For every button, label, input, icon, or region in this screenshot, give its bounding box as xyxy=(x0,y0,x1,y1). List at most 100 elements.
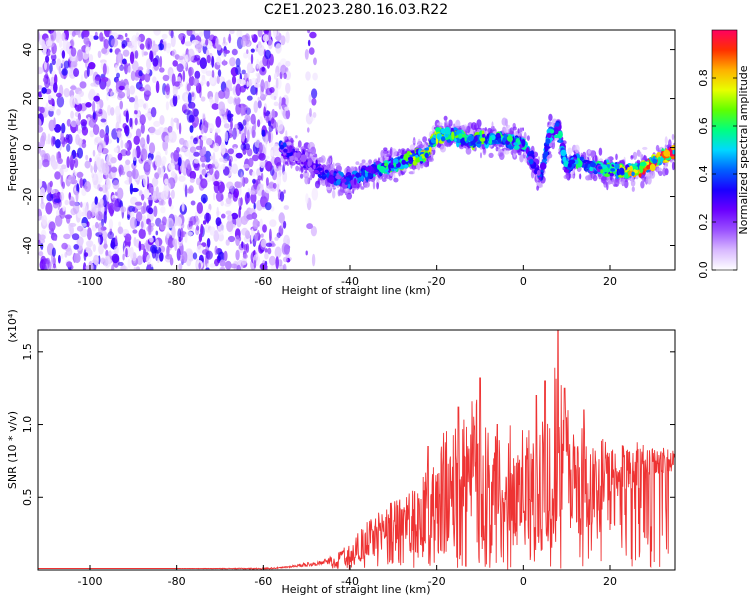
spectral-halo-blob xyxy=(509,127,515,135)
spectral-noise-blob xyxy=(120,35,124,42)
spectral-noise-blob xyxy=(133,236,137,247)
spectral-noise-blob xyxy=(228,128,233,137)
spectral-noise-blob xyxy=(255,72,260,77)
spectral-noise-blob xyxy=(99,187,103,192)
spectral-noise-blob xyxy=(170,117,174,129)
spectral-noise-blob xyxy=(250,113,256,125)
spectral-noise-blob xyxy=(144,90,152,97)
spectral-noise-blob xyxy=(81,142,87,149)
spectral-noise-blob xyxy=(53,198,61,203)
spectral-noise-blob xyxy=(140,123,145,134)
spectral-noise-blob xyxy=(138,228,146,239)
spectral-noise-blob xyxy=(283,205,289,210)
spectral-noise-blob xyxy=(258,153,266,161)
snr-y-label: SNR (10 * v/v) xyxy=(6,411,19,489)
spectral-noise-blob xyxy=(51,160,58,170)
spectral-noise-blob xyxy=(56,92,62,98)
spectral-halo-blob xyxy=(412,140,416,144)
spectral-noise-blob xyxy=(201,163,206,168)
spectral-noise-blob xyxy=(278,212,285,224)
spectral-noise-blob xyxy=(278,96,282,105)
spectral-ridge-blob xyxy=(384,162,388,167)
spectral-noise-blob xyxy=(251,34,255,39)
spectral-noise-blob xyxy=(62,181,65,189)
spectral-halo-blob xyxy=(418,144,424,149)
colorbar-tick-label: 0.6 xyxy=(697,117,710,135)
colorbar-tick-label: 0.8 xyxy=(697,69,710,87)
spectral-ridge-blob xyxy=(365,171,368,178)
spectral-noise-blob xyxy=(282,220,287,229)
spectral-noise-blob xyxy=(179,137,185,145)
spectral-noise-blob xyxy=(205,38,209,46)
spectral-noise-blob xyxy=(219,267,226,270)
spectral-halo-blob xyxy=(598,147,603,156)
spectral-noise-blob xyxy=(273,101,279,107)
spectral-noise-blob xyxy=(84,181,91,193)
spectral-halo-blob xyxy=(308,148,313,152)
spectral-noise-blob xyxy=(143,174,148,187)
snr-y-axis: 0.51.01.5 xyxy=(21,343,675,506)
spectral-noise-blob xyxy=(195,41,203,53)
spectral-noise-blob xyxy=(129,85,136,95)
spectral-halo-blob xyxy=(491,121,494,128)
spectral-noise-blob xyxy=(243,244,248,251)
spectral-noise-blob xyxy=(312,72,318,81)
spectral-noise-blob xyxy=(130,211,135,217)
spectral-halo-blob xyxy=(380,149,385,158)
spectral-ridge-blob xyxy=(467,135,474,142)
spectral-noise-blob xyxy=(209,263,216,268)
spectral-noise-blob xyxy=(52,263,57,269)
spectral-noise-blob xyxy=(280,219,284,229)
spectral-noise-blob xyxy=(238,207,241,218)
spectral-noise-blob xyxy=(99,32,104,42)
spectral-noise-blob xyxy=(157,257,160,263)
spectral-noise-blob xyxy=(56,209,60,217)
spectral-ridge-blob xyxy=(480,137,486,142)
spectral-noise-blob xyxy=(127,258,131,269)
spectral-noise-blob xyxy=(124,233,132,243)
spectral-ridge-blob xyxy=(568,159,576,165)
spectral-ridge-blob xyxy=(377,164,381,170)
spectral-noise-blob xyxy=(178,122,182,135)
spectral-noise-blob xyxy=(75,190,79,202)
spectral-noise-blob xyxy=(212,142,220,153)
spectral-ridge-blob xyxy=(562,156,567,163)
spectral-noise-blob xyxy=(206,263,210,268)
spectral-noise-blob xyxy=(143,188,150,199)
spectral-noise-blob xyxy=(139,137,146,149)
spectral-noise-blob xyxy=(228,155,233,163)
spectral-halo-blob xyxy=(309,153,313,157)
spectral-halo-blob xyxy=(360,186,365,190)
spectral-noise-blob xyxy=(214,91,219,105)
spectral-noise-blob xyxy=(223,36,226,44)
spectral-halo-blob xyxy=(503,150,510,155)
spectral-ridge-blob xyxy=(464,136,467,142)
spectral-noise-blob xyxy=(206,81,210,87)
spectral-noise-blob xyxy=(116,187,124,200)
spectral-noise-blob xyxy=(39,234,46,241)
spectral-noise-blob xyxy=(89,157,92,163)
spectral-noise-blob xyxy=(49,191,52,201)
spectral-noise-blob xyxy=(238,127,242,135)
spectral-noise-blob xyxy=(229,57,236,67)
spectrogram-y-label: Frequency (Hz) xyxy=(6,109,19,192)
spectral-noise-blob xyxy=(204,212,212,222)
spectral-ridge-blob xyxy=(428,144,434,148)
spectral-halo-blob xyxy=(656,167,662,172)
spectral-noise-blob xyxy=(60,131,64,143)
spectral-noise-blob xyxy=(181,251,188,264)
spectral-ridge-blob xyxy=(401,159,407,165)
spectral-halo-blob xyxy=(548,113,553,121)
spectral-noise-blob xyxy=(285,109,291,120)
spectral-noise-blob xyxy=(42,159,50,168)
spectral-noise-blob xyxy=(131,34,139,47)
spectral-ridge-blob xyxy=(544,146,551,149)
spectral-noise-blob xyxy=(279,191,285,202)
spectral-noise-blob xyxy=(92,100,96,113)
spectral-noise-blob xyxy=(53,82,58,93)
spectral-halo-blob xyxy=(526,135,530,142)
y-tick-label: 40 xyxy=(21,43,34,57)
spectral-noise-blob xyxy=(89,130,95,138)
spectral-ridge-blob xyxy=(288,145,293,153)
spectral-noise-blob xyxy=(98,140,107,149)
